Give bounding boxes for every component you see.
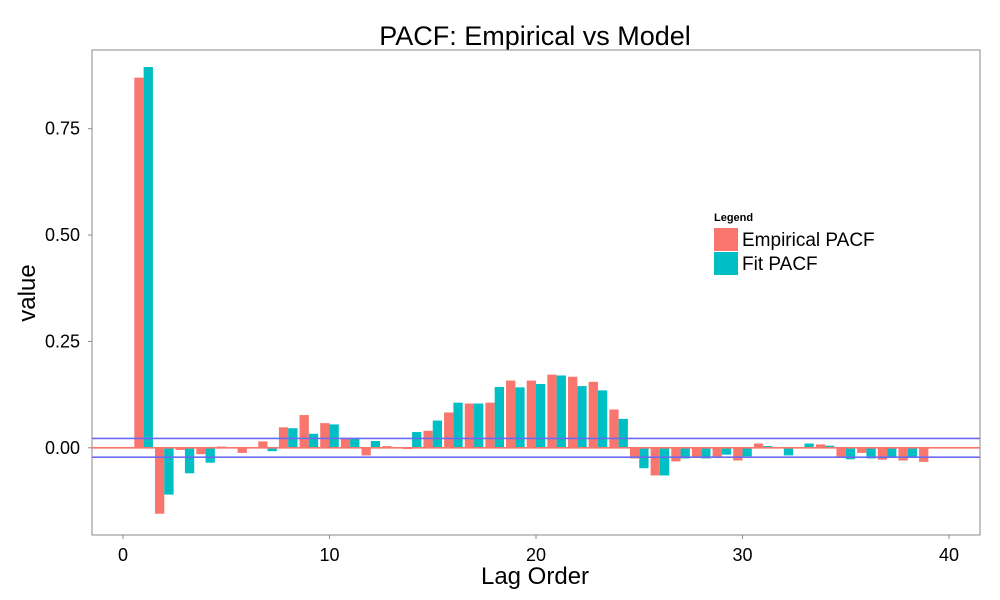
bar-fit-lag-2 bbox=[164, 447, 174, 495]
y-tick-label: 0.50 bbox=[45, 225, 80, 245]
bar-empirical-lag-36 bbox=[857, 447, 867, 453]
bar-fit-lag-22 bbox=[577, 386, 587, 448]
bar-fit-lag-36 bbox=[866, 447, 876, 459]
x-tick-label: 40 bbox=[939, 545, 959, 565]
x-tick-label: 30 bbox=[732, 545, 752, 565]
bar-empirical-lag-20 bbox=[526, 380, 536, 448]
legend: Legend Empirical PACF Fit PACF bbox=[714, 212, 875, 275]
bar-empirical-lag-2 bbox=[154, 447, 165, 514]
bar-fit-lag-20 bbox=[536, 383, 546, 448]
bar-empirical-lag-19 bbox=[506, 380, 516, 448]
bar-fit-lag-30 bbox=[742, 447, 752, 457]
bar-fit-lag-11 bbox=[350, 438, 360, 448]
x-axis-title: Lag Order bbox=[481, 563, 589, 590]
bar-empirical-lag-12 bbox=[361, 447, 371, 456]
bar-empirical-lag-38 bbox=[898, 447, 908, 461]
legend-title: Legend bbox=[714, 212, 753, 224]
chart-title: PACF: Empirical vs Model bbox=[379, 21, 691, 51]
bar-fit-lag-18 bbox=[494, 386, 504, 448]
bar-empirical-lag-37 bbox=[877, 447, 888, 460]
bar-fit-lag-1 bbox=[143, 67, 153, 448]
bar-empirical-lag-8 bbox=[278, 427, 289, 448]
bar-empirical-lag-10 bbox=[320, 423, 330, 448]
bar-fit-lag-28 bbox=[701, 447, 711, 459]
bar-empirical-lag-15 bbox=[423, 430, 433, 448]
legend-swatch-fit bbox=[714, 252, 738, 275]
bar-empirical-lag-34 bbox=[815, 444, 826, 448]
legend-label-fit: Fit PACF bbox=[742, 254, 818, 275]
x-axis-ticks: 0 10 20 30 40 bbox=[118, 535, 959, 565]
x-tick-label: 20 bbox=[526, 545, 546, 565]
bar-fit-lag-23 bbox=[597, 390, 608, 448]
bar-fit-lag-12 bbox=[370, 440, 381, 448]
bar-fit-lag-37 bbox=[887, 447, 897, 458]
bar-fit-lag-14 bbox=[412, 432, 422, 448]
bar-fit-lag-17 bbox=[474, 403, 484, 448]
bar-empirical-lag-4 bbox=[196, 447, 206, 455]
bar-empirical-lag-11 bbox=[340, 438, 351, 448]
bar-empirical-lag-21 bbox=[547, 374, 557, 448]
bar-fit-lag-25 bbox=[639, 447, 649, 469]
y-tick-label: 0.25 bbox=[45, 331, 80, 351]
bar-empirical-lag-39 bbox=[919, 447, 929, 462]
y-axis-title: value bbox=[14, 264, 41, 321]
bar-fit-lag-21 bbox=[556, 375, 566, 448]
bar-empirical-lag-16 bbox=[444, 412, 454, 448]
bar-fit-lag-26 bbox=[659, 447, 670, 476]
bar-empirical-lag-31 bbox=[753, 443, 764, 448]
bar-empirical-lag-7 bbox=[258, 441, 268, 448]
bar-fit-lag-33 bbox=[804, 443, 814, 448]
bar-empirical-lag-22 bbox=[568, 376, 578, 448]
bar-empirical-lag-28 bbox=[691, 447, 702, 458]
bar-empirical-lag-13 bbox=[382, 446, 392, 448]
bar-empirical-lag-23 bbox=[588, 381, 598, 448]
legend-label-empirical: Empirical PACF bbox=[742, 230, 875, 251]
bar-fit-lag-24 bbox=[618, 418, 628, 448]
bar-empirical-lag-1 bbox=[134, 77, 144, 448]
y-tick-label: 0.75 bbox=[45, 119, 80, 139]
bar-empirical-lag-30 bbox=[733, 447, 743, 461]
x-tick-label: 10 bbox=[319, 545, 339, 565]
bar-empirical-lag-27 bbox=[671, 447, 681, 462]
bar-empirical-lag-3 bbox=[175, 447, 185, 450]
legend-swatch-empirical bbox=[714, 228, 738, 251]
bar-fit-lag-9 bbox=[308, 433, 319, 448]
bar-fit-lag-15 bbox=[432, 420, 443, 448]
plot-panel bbox=[91, 49, 981, 536]
bar-empirical-lag-24 bbox=[609, 409, 619, 448]
bar-fit-lag-35 bbox=[845, 447, 856, 460]
bar-empirical-lag-29 bbox=[712, 447, 722, 458]
bar-fit-lag-16 bbox=[453, 402, 463, 448]
bar-fit-lag-38 bbox=[907, 447, 918, 458]
y-tick-label: 0.00 bbox=[45, 438, 80, 458]
bar-fit-lag-19 bbox=[515, 387, 525, 448]
reference-lines bbox=[92, 437, 980, 458]
bar-fit-lag-10 bbox=[329, 424, 339, 448]
bar-fit-lag-27 bbox=[680, 447, 690, 459]
bar-fit-lag-29 bbox=[721, 447, 732, 455]
bar-empirical-lag-6 bbox=[237, 447, 247, 453]
bar-empirical-lag-9 bbox=[299, 415, 309, 448]
bar-fit-lag-34 bbox=[825, 445, 835, 448]
bar-empirical-lag-26 bbox=[650, 447, 660, 476]
bar-fit-lag-3 bbox=[184, 447, 195, 474]
bar-empirical-lag-35 bbox=[836, 447, 846, 458]
bar-fit-lag-32 bbox=[783, 447, 794, 456]
bar-empirical-lag-25 bbox=[629, 447, 640, 459]
x-tick-label: 0 bbox=[118, 545, 128, 565]
y-axis-ticks: 0.00 0.25 0.50 0.75 bbox=[45, 119, 92, 458]
bar-empirical-lag-17 bbox=[464, 403, 475, 448]
bar-fit-lag-4 bbox=[205, 447, 215, 463]
bars-layer bbox=[134, 67, 938, 514]
bar-empirical-lag-18 bbox=[485, 402, 495, 448]
bar-fit-lag-7 bbox=[267, 447, 277, 452]
bar-fit-lag-31 bbox=[763, 446, 773, 448]
